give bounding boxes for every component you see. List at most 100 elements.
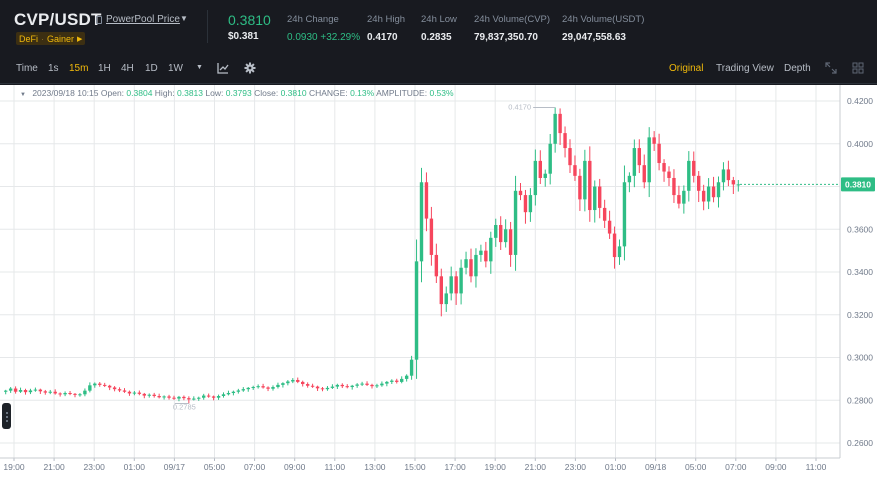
candle-body: [147, 394, 151, 396]
open-value: 0.3804: [126, 88, 153, 98]
candle-body: [538, 160, 542, 178]
candle-body: [647, 137, 651, 183]
x-tick-label: 01:00: [124, 462, 146, 472]
y-tick-label: 0.3400: [847, 267, 873, 277]
candle-body: [419, 182, 424, 262]
layout-grid-icon[interactable]: [852, 62, 864, 77]
chart-scroll-handle[interactable]: [2, 403, 11, 429]
last-price: 0.3810: [228, 12, 271, 28]
candle-body: [583, 160, 587, 200]
settings-gear-icon[interactable]: [244, 62, 256, 77]
stat-label: 24h Low: [421, 14, 457, 25]
candle-body: [291, 379, 295, 382]
project-info-link[interactable]: PowerPool Price: [96, 14, 180, 25]
candle-body: [444, 293, 448, 305]
tag-badge[interactable]: DeFi · Gainer ▶: [16, 32, 86, 45]
close-label: Close:: [254, 88, 279, 98]
candle-body: [553, 113, 557, 144]
candle-body: [667, 171, 671, 178]
candle-body: [677, 195, 681, 204]
interval-more-chevron-icon[interactable]: ▼: [196, 64, 203, 71]
y-tick-label: 0.4200: [847, 96, 873, 106]
x-tick-label: 21:00: [43, 462, 65, 472]
stat-label: 24h Volume(USDT): [562, 14, 645, 25]
candle-body: [301, 381, 305, 385]
view-original[interactable]: Original: [669, 63, 704, 74]
candle-body: [172, 397, 176, 399]
interval-4h[interactable]: 4H: [121, 63, 134, 74]
header-divider: [207, 10, 208, 43]
candle-body: [33, 389, 38, 391]
candle-body: [231, 391, 236, 394]
candle-body: [598, 186, 602, 208]
x-tick-label: 19:00: [3, 462, 25, 472]
candle-body: [68, 393, 72, 395]
candle-body: [494, 225, 498, 238]
candle-body: [251, 387, 255, 389]
candle-body: [197, 397, 201, 399]
interval-time[interactable]: Time: [16, 63, 38, 74]
candle-body: [518, 190, 523, 196]
project-info-label: PowerPool Price: [106, 14, 180, 25]
y-tick-label: 0.3600: [847, 224, 873, 234]
candle-body: [503, 229, 508, 243]
candle-body: [593, 186, 597, 211]
candle-body: [167, 396, 171, 398]
fullscreen-icon[interactable]: [825, 62, 837, 77]
pair-title[interactable]: CVP/USDT: [14, 10, 102, 29]
interval-15m[interactable]: 15m: [69, 63, 89, 74]
candle-body: [395, 380, 399, 382]
candle-body: [182, 396, 186, 399]
chevron-down-icon[interactable]: ▼: [180, 14, 188, 23]
stat-value: 0.0930 +32.29%: [287, 32, 361, 43]
interval-1h[interactable]: 1H: [98, 63, 111, 74]
candle-body: [63, 393, 67, 395]
view-depth[interactable]: Depth: [784, 63, 811, 74]
view-trading-view[interactable]: Trading View: [716, 63, 774, 74]
candle-body: [162, 396, 166, 398]
interval-1d[interactable]: 1D: [145, 63, 158, 74]
y-tick-label: 0.3000: [847, 353, 873, 363]
candle-body: [330, 386, 335, 388]
candle-body: [315, 386, 320, 389]
collapse-caret-icon[interactable]: ▼: [20, 92, 26, 98]
candle-body: [236, 390, 241, 392]
chevron-right-icon: ▶: [77, 35, 83, 43]
open-label: Open:: [100, 88, 125, 98]
candle-body: [103, 384, 107, 386]
candle-body: [464, 259, 468, 268]
tag-gainer: Gainer: [47, 33, 75, 44]
candle-body: [380, 383, 384, 386]
candle-body: [276, 384, 280, 388]
candle-body: [400, 378, 404, 382]
stat-24h-change: 24h Change 0.0930 +32.29%: [287, 14, 360, 43]
interval-1w[interactable]: 1W: [168, 63, 183, 74]
candle-body: [721, 169, 726, 183]
interval-1s[interactable]: 1s: [48, 63, 59, 74]
last-price-usd: $0.381: [228, 31, 259, 42]
stat-label: 24h Change: [287, 14, 339, 25]
stat-24h-low: 24h Low 0.2835: [421, 14, 457, 43]
candle-body: [439, 276, 443, 305]
candle-body: [424, 182, 429, 219]
candle-body: [528, 195, 533, 213]
x-tick-label: 09:00: [284, 462, 306, 472]
candle-body: [78, 394, 82, 396]
candle-body: [459, 267, 463, 294]
candle-body: [241, 389, 245, 391]
indicator-icon[interactable]: [217, 62, 229, 77]
candle-body: [296, 379, 300, 382]
candle-body: [73, 393, 77, 395]
x-tick-label: 07:00: [725, 462, 747, 472]
candle-body: [701, 190, 706, 202]
tag-separator: ·: [41, 33, 45, 44]
candle-body: [8, 388, 13, 391]
candle-body: [404, 375, 409, 379]
candle-body: [157, 396, 161, 398]
candle-body: [256, 386, 260, 388]
candlestick-chart[interactable]: 0.42000.40000.38000.36000.34000.32000.30…: [0, 85, 877, 479]
candle-body: [192, 398, 196, 400]
chart-canvas[interactable]: 0.42000.40000.38000.36000.34000.32000.30…: [0, 85, 877, 479]
candle-body: [142, 393, 146, 396]
amplitude-value: 0.53%: [429, 88, 454, 98]
